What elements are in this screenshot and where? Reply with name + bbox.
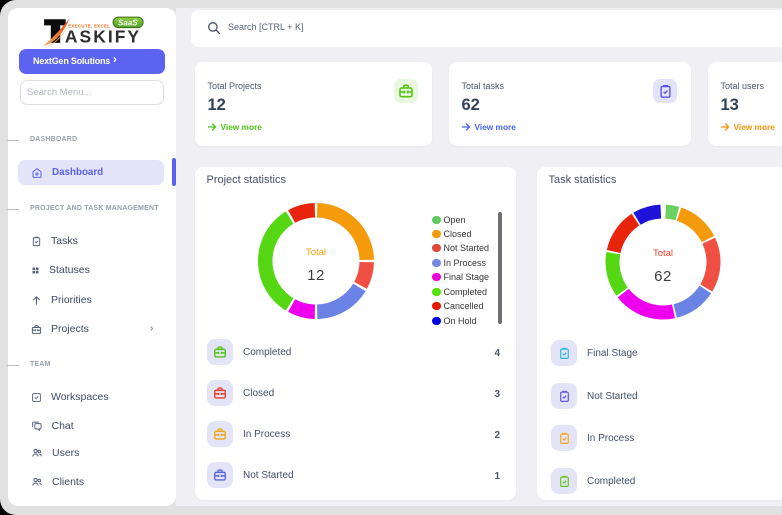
svg-text:SaaS: SaaS	[118, 18, 138, 27]
svg-text:EXECUTE, EXCEL: EXECUTE, EXCEL	[68, 24, 110, 29]
svg-text:ASKIFY: ASKIFY	[65, 26, 141, 46]
